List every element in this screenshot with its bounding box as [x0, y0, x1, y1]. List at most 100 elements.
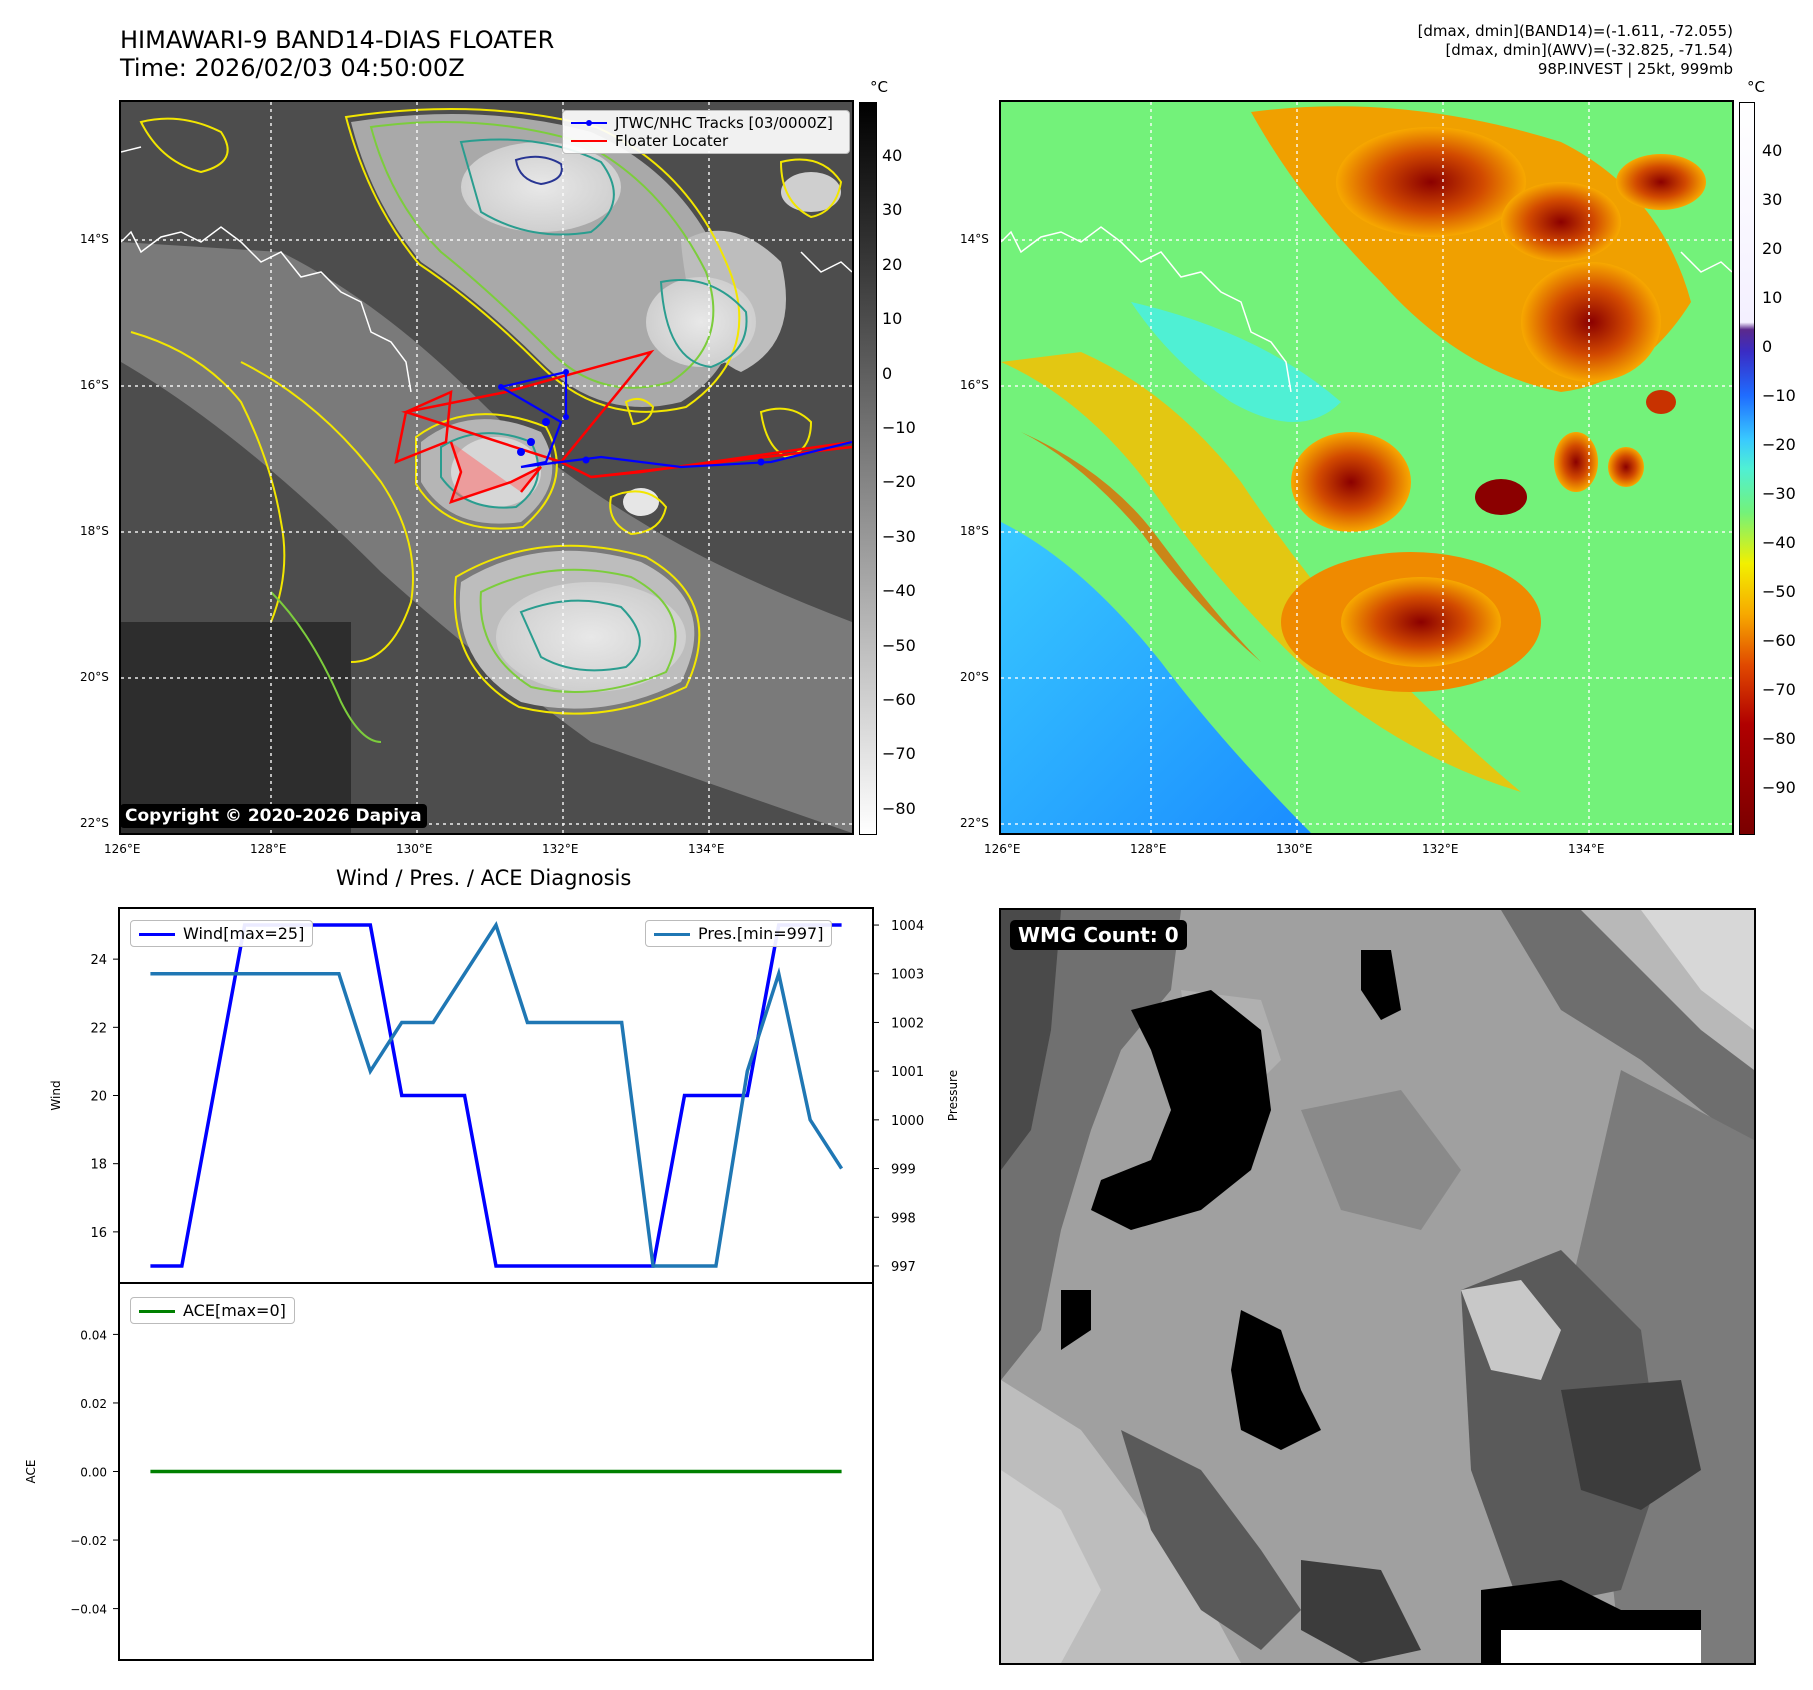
gray-colorbar-tick-label: 0: [882, 363, 893, 383]
wind-axis-label: Wind: [49, 1080, 63, 1110]
title-line-1: HIMAWARI-9 BAND14-DIAS FLOATER: [120, 26, 555, 54]
legend-floater-label: Floater Locater: [615, 132, 729, 150]
map-legend: JTWC/NHC Tracks [03/0000Z] Floater Locat…: [562, 110, 850, 154]
wmg-panel: [999, 908, 1756, 1665]
info-line-2: [dmax, dmin](AWV)=(-32.825, -71.54): [1445, 41, 1733, 59]
gray-colorbar: [859, 102, 877, 835]
gray-colorbar-tick-label: 30: [882, 200, 903, 220]
legend-floater-swatch: [571, 140, 607, 142]
gray-colorbar-tick-label: −10: [882, 418, 916, 437]
pressure-ytick-label: 1001: [891, 1065, 924, 1080]
ace-ytick-label: −0.04: [70, 1603, 107, 1617]
copyright-badge: Copyright © 2020-2026 Dapiya: [120, 804, 427, 828]
wind-ytick-label: 18: [90, 1158, 107, 1173]
color-colorbar-tick-label: 10: [1762, 288, 1783, 307]
color-colorbar-tick-label: −10: [1762, 386, 1796, 405]
ace-ytick-label: −0.02: [70, 1534, 107, 1548]
pressure-legend-label: Pres.[min=997]: [698, 924, 824, 943]
title-line-2: Time: 2026/02/03 04:50:00Z: [120, 54, 465, 82]
legend-track-label: JTWC/NHC Tracks [03/0000Z]: [615, 114, 833, 132]
color-colorbar-tick-label: −20: [1762, 435, 1796, 454]
pressure-ytick-label: 999: [891, 1163, 916, 1178]
lat-label: 20°S: [80, 670, 109, 684]
gray-colorbar-tick-label: −70: [882, 744, 916, 764]
ace-axis-label: ACE: [24, 1460, 38, 1484]
pressure-legend: Pres.[min=997]: [645, 920, 833, 947]
lat-label: 20°S: [960, 670, 989, 684]
ace-legend-swatch: [139, 1310, 175, 1313]
wmg-count-badge: WMG Count: 0: [1010, 920, 1187, 950]
awv-map-panel: [999, 100, 1734, 835]
info-line-3: 98P.INVEST | 25kt, 999mb: [1537, 60, 1733, 78]
color-colorbar: [1739, 102, 1755, 835]
lat-label: 18°S: [960, 524, 989, 538]
color-colorbar-tick-label: −90: [1762, 778, 1796, 797]
lon-label: 128°E: [250, 842, 287, 856]
gray-colorbar-tick-label: −20: [882, 472, 916, 492]
lat-label: 22°S: [80, 816, 109, 830]
gray-colorbar-unit: °C: [870, 78, 888, 96]
wind-legend: Wind[max=25]: [130, 920, 314, 947]
color-colorbar-tick-label: −60: [1762, 631, 1796, 650]
pressure-ytick-label: 1003: [891, 968, 924, 983]
lon-label: 134°E: [1568, 842, 1605, 856]
gray-colorbar-tick-label: 40: [882, 146, 903, 165]
lon-label: 132°E: [542, 842, 579, 856]
lat-label: 16°S: [80, 378, 109, 392]
ace-ytick-label: 0.02: [80, 1397, 107, 1411]
diagnosis-title: Wind / Pres. / ACE Diagnosis: [336, 866, 632, 890]
pressure-legend-swatch: [654, 933, 690, 936]
pressure-ytick-label: 1000: [891, 1114, 924, 1129]
lon-label: 126°E: [984, 842, 1021, 856]
awv-map-image: [1001, 102, 1732, 833]
wind-ytick-label: 22: [90, 1021, 107, 1036]
pressure-ytick-label: 1002: [891, 1016, 924, 1031]
lon-label: 130°E: [396, 842, 433, 856]
gray-colorbar-tick-label: −60: [882, 690, 916, 709]
lon-label: 130°E: [1276, 842, 1313, 856]
lon-label: 132°E: [1422, 842, 1459, 856]
gray-colorbar-tick-label: −40: [882, 581, 916, 601]
gray-colorbar-tick-label: −50: [882, 635, 916, 655]
color-colorbar-tick-label: 20: [1762, 239, 1783, 258]
lat-label: 18°S: [80, 524, 109, 538]
lon-label: 126°E: [104, 842, 141, 856]
legend-item-floater: Floater Locater: [571, 132, 841, 150]
lat-label: 14°S: [80, 232, 109, 246]
lat-label: 14°S: [960, 232, 989, 246]
color-colorbar-tick-label: −40: [1762, 533, 1796, 552]
color-colorbar-tick-label: 0: [1762, 337, 1773, 356]
color-colorbar-tick-label: −50: [1762, 582, 1796, 601]
color-colorbar-tick-label: −30: [1762, 484, 1796, 503]
color-colorbar-tick-label: −70: [1762, 680, 1796, 699]
wind-ytick-label: 16: [90, 1226, 107, 1241]
ace-ytick-label: 0.00: [80, 1466, 107, 1480]
wind-ytick-label: 20: [90, 1090, 107, 1105]
pressure-series-line: [150, 920, 844, 1268]
diagnosis-chart: 16 18 20 22 24 997 998 999 1000 1001 1002 1003 1004 W…: [24, 907, 960, 1661]
wind-ytick-label: 24: [90, 953, 107, 968]
legend-item-track: JTWC/NHC Tracks [03/0000Z]: [571, 114, 841, 132]
gray-colorbar-tick-label: 10: [882, 309, 903, 329]
gray-colorbar-tick-label: −30: [882, 526, 916, 546]
pressure-ytick-label: 997: [891, 1260, 916, 1275]
lon-label: 128°E: [1130, 842, 1167, 856]
lat-label: 22°S: [960, 816, 989, 830]
ace-ytick-label: 0.04: [80, 1328, 107, 1342]
wind-series-line: [150, 923, 842, 1268]
ir-map-image: [121, 102, 852, 833]
ace-legend-label: ACE[max=0]: [183, 1301, 286, 1320]
wind-legend-label: Wind[max=25]: [183, 924, 305, 943]
wind-pressure-axes: [118, 907, 874, 1284]
color-colorbar-tick-label: −80: [1762, 729, 1796, 748]
gray-colorbar-tick-label: −80: [882, 798, 916, 818]
lon-label: 134°E: [688, 842, 725, 856]
info-line-1: [dmax, dmin](BAND14)=(-1.611, -72.055): [1417, 22, 1733, 40]
lat-label: 16°S: [960, 378, 989, 392]
color-colorbar-tick-label: 40: [1762, 141, 1783, 160]
info-block: [dmax, dmin](BAND14)=(-1.611, -72.055) […: [1418, 22, 1733, 79]
color-colorbar-tick-label: 30: [1762, 190, 1783, 209]
pressure-axis-label: Pressure: [946, 1070, 960, 1121]
color-colorbar-unit: °C: [1747, 78, 1765, 96]
pressure-ytick-label: 998: [891, 1211, 916, 1226]
